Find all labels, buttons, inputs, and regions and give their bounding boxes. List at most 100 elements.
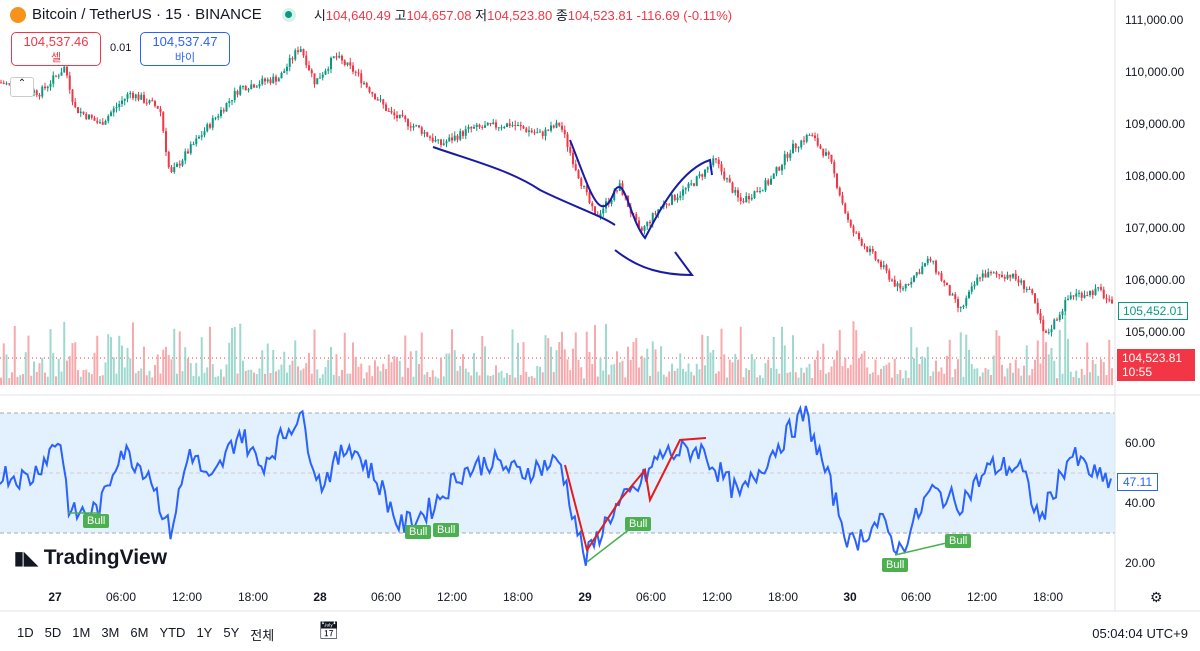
candle-body [671, 194, 673, 205]
volume-bar [291, 360, 294, 385]
candle-body [214, 117, 217, 119]
candle-body [52, 75, 55, 84]
volume-bar [492, 374, 495, 385]
range-button[interactable]: 6M [130, 625, 149, 640]
candle-body [247, 89, 250, 91]
volume-bar [984, 367, 987, 385]
volume-bar [412, 376, 415, 385]
candle-body [940, 273, 943, 281]
volume-bar [913, 358, 915, 385]
volume-bar [264, 373, 266, 385]
drawing-arrow[interactable] [614, 249, 694, 277]
volume-bar [453, 350, 456, 385]
volume-bar [101, 375, 104, 385]
candle-body [959, 307, 962, 309]
candle-body [544, 129, 547, 136]
volume-bar [742, 377, 745, 385]
volume-bar [583, 378, 585, 385]
volume-bar [569, 370, 572, 385]
candle-body [816, 138, 819, 146]
candle-body [970, 286, 973, 292]
volume-bar [132, 322, 134, 385]
candle-body [533, 132, 536, 134]
volume-bar [759, 375, 761, 385]
range-button[interactable]: 5D [44, 625, 62, 640]
range-button[interactable]: 3M [101, 625, 120, 640]
tradingview-logo[interactable]: ▮◣ TradingView [14, 546, 168, 569]
symbol-title[interactable]: Bitcoin / TetherUS · 15 · BINANCE [32, 6, 262, 23]
candle-body [1091, 290, 1094, 296]
range-button[interactable]: 5Y [223, 625, 240, 640]
volume-bar [1034, 359, 1036, 385]
volume-bar [858, 358, 860, 385]
volume-bar [665, 376, 668, 385]
volume-bar [497, 372, 500, 385]
candle-body [800, 140, 803, 148]
volume-bar [1058, 329, 1061, 385]
volume-bar [737, 359, 739, 385]
volume-bar [112, 357, 115, 385]
candle-body [745, 196, 748, 203]
collapse-toggle-icon[interactable]: ⌃ [10, 77, 34, 97]
candle-body [539, 131, 541, 133]
volume-bar [11, 372, 13, 385]
volume-bar [379, 371, 382, 385]
settings-gear-icon[interactable]: ⚙ [1150, 589, 1163, 605]
candle-body [451, 137, 453, 141]
drawing-zigzag[interactable] [569, 139, 713, 240]
range-button[interactable]: 1Y [196, 625, 213, 640]
market-status-icon [281, 7, 296, 22]
candle-body [849, 219, 852, 227]
buy-button[interactable]: 104,537.47 바이 [140, 32, 230, 66]
candle-body [242, 86, 244, 88]
drawing-trend-arrow[interactable] [432, 146, 616, 226]
range-button[interactable]: YTD [159, 625, 186, 640]
candle-body [1102, 289, 1105, 299]
candle-body [948, 285, 951, 296]
candle-body [154, 101, 156, 106]
candle-body [434, 139, 437, 142]
volume-bar [467, 372, 470, 385]
candle-body [1020, 280, 1023, 283]
clock[interactable]: 05:04:04 UTC+9 [1092, 626, 1188, 641]
candle-body [1001, 274, 1003, 278]
volume-bar [398, 360, 401, 385]
volume-bar [0, 377, 2, 385]
volume-bar [250, 369, 253, 385]
date-range-calendar-icon[interactable]: 📅︎ [318, 621, 340, 640]
candle-body [838, 187, 841, 196]
candle-body [805, 135, 808, 142]
rsi-drawing[interactable] [564, 437, 707, 553]
volume-bar [1036, 340, 1039, 385]
volume-bar [902, 378, 904, 385]
candle-body [503, 126, 506, 128]
volume-bar [852, 321, 855, 385]
candle-body [478, 124, 481, 127]
price-tick: 107,000.00 [1125, 221, 1186, 235]
volume-bar [968, 349, 970, 385]
volume-bar [632, 342, 635, 385]
time-tick: 18:00 [1032, 590, 1064, 604]
candle-body [907, 284, 910, 286]
volume-bar [277, 369, 280, 385]
time-tick: 30 [843, 590, 857, 604]
candle-body [1039, 313, 1042, 321]
price-tick: 106,000.00 [1125, 273, 1186, 287]
candle-body [258, 84, 261, 87]
range-button[interactable]: 1M [72, 625, 91, 640]
sell-button[interactable]: 104,537.46 셀 [11, 32, 101, 66]
candle-body [165, 131, 167, 153]
range-button[interactable]: 1D [17, 625, 34, 640]
volume-bar [1067, 338, 1069, 385]
time-tick: 18:00 [767, 590, 799, 604]
volume-bar [899, 369, 902, 385]
candle-body [541, 131, 544, 136]
drawings[interactable] [432, 139, 713, 553]
volume-bar [726, 377, 728, 385]
volume-bar [893, 358, 896, 385]
candle-body [1067, 298, 1069, 300]
candle-body [932, 260, 935, 262]
range-button[interactable]: 전체 [250, 628, 275, 643]
volume-bar [176, 373, 178, 385]
